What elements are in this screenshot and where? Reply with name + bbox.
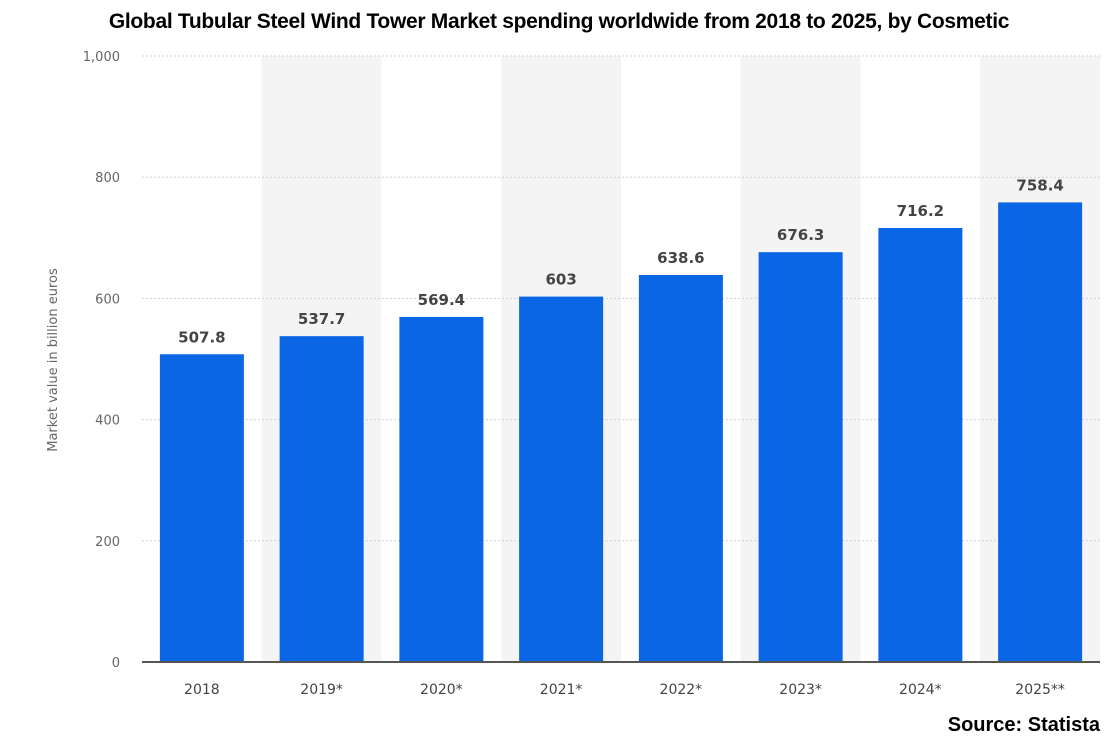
value-label: 716.2 [897,202,944,220]
x-axis-ticks: 2018 2019* 2020* 2021* 2022* 2023* 2024* 2025** [184,682,1065,698]
x-tick-label: 2024* [899,682,942,698]
y-tick-label: 600 [95,292,120,307]
y-tick-label: 400 [95,414,120,429]
bar [399,316,484,662]
bar [758,252,843,662]
bar [878,227,963,663]
bar [519,296,604,662]
y-tick-label: 200 [95,535,120,550]
y-tick-label: 1,000 [83,50,120,65]
bar [159,354,244,662]
chart-title: Global Tubular Steel Wind Tower Market s… [108,10,1010,33]
y-tick-label: 0 [112,656,120,671]
y-axis-label: Market value in billion euros [46,268,61,452]
x-tick-label: 2023* [779,682,822,698]
x-tick-label: 2022* [660,682,703,698]
value-label: 676.3 [777,226,824,244]
value-label: 638.6 [657,249,704,267]
value-label: 537.7 [298,310,345,328]
value-label: 569.4 [418,291,465,309]
x-tick-label: 2025** [1015,682,1065,698]
source-note: Source: Statista [947,714,1100,736]
bar [638,275,723,662]
value-label: 507.8 [178,328,225,346]
x-tick-label: 2018 [184,682,220,698]
y-tick-label: 800 [95,171,120,186]
data-labels: 507.8 537.7 569.4 603 638.6 676.3 716.2 758.4 [178,176,1064,346]
x-tick-label: 2021* [540,682,583,698]
value-label: 603 [545,271,576,289]
value-label: 758.4 [1016,176,1063,194]
bar [279,336,364,662]
y-axis-ticks: 0 200 400 600 800 1,000 [83,50,120,671]
x-tick-label: 2019* [300,682,343,698]
bar [998,202,1083,662]
x-tick-label: 2020* [420,682,463,698]
bars [159,202,1083,663]
